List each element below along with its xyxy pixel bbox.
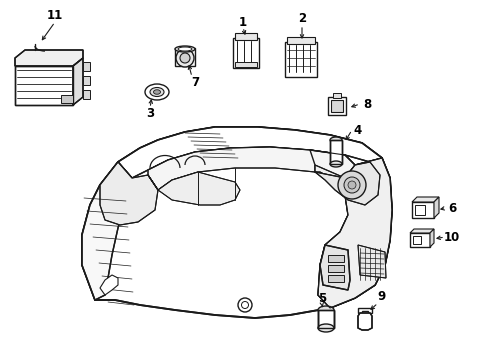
Circle shape bbox=[337, 171, 365, 199]
Bar bbox=[329, 140, 341, 164]
Circle shape bbox=[347, 181, 355, 189]
Bar bbox=[327, 255, 343, 262]
Bar bbox=[317, 310, 333, 328]
Bar bbox=[411, 202, 433, 218]
Polygon shape bbox=[15, 66, 73, 105]
Text: 11: 11 bbox=[47, 9, 63, 22]
Bar bbox=[285, 42, 316, 77]
Bar bbox=[327, 275, 343, 282]
Bar bbox=[83, 90, 90, 99]
Polygon shape bbox=[100, 275, 118, 295]
Polygon shape bbox=[309, 150, 391, 308]
Polygon shape bbox=[409, 229, 433, 233]
Polygon shape bbox=[73, 58, 83, 105]
Text: 3: 3 bbox=[145, 107, 154, 120]
Bar bbox=[83, 76, 90, 85]
Ellipse shape bbox=[317, 324, 333, 332]
Ellipse shape bbox=[175, 46, 195, 52]
Text: 9: 9 bbox=[377, 291, 386, 303]
Bar bbox=[327, 265, 343, 272]
Bar bbox=[412, 236, 420, 244]
Bar bbox=[235, 33, 257, 40]
Bar bbox=[175, 48, 195, 66]
Text: 7: 7 bbox=[190, 76, 199, 89]
Text: 4: 4 bbox=[353, 123, 362, 136]
Bar bbox=[317, 310, 333, 328]
Polygon shape bbox=[357, 245, 385, 278]
Polygon shape bbox=[411, 197, 438, 202]
Polygon shape bbox=[357, 313, 371, 330]
Polygon shape bbox=[15, 50, 83, 66]
Polygon shape bbox=[118, 127, 381, 178]
Bar bbox=[61, 95, 73, 103]
Bar bbox=[329, 140, 341, 164]
Polygon shape bbox=[82, 127, 391, 318]
Text: 8: 8 bbox=[362, 98, 370, 111]
Text: 10: 10 bbox=[443, 230, 459, 243]
Bar bbox=[414, 205, 424, 215]
Ellipse shape bbox=[317, 306, 333, 314]
Polygon shape bbox=[100, 162, 158, 225]
Bar bbox=[409, 233, 429, 247]
Bar bbox=[232, 38, 259, 68]
Polygon shape bbox=[314, 158, 391, 308]
Bar bbox=[330, 100, 342, 112]
Ellipse shape bbox=[329, 137, 341, 143]
Polygon shape bbox=[82, 162, 132, 300]
Bar bbox=[327, 97, 346, 115]
Text: 2: 2 bbox=[297, 12, 305, 24]
Ellipse shape bbox=[153, 90, 160, 94]
Text: 1: 1 bbox=[239, 15, 246, 28]
Text: 6: 6 bbox=[447, 202, 455, 215]
Polygon shape bbox=[319, 245, 349, 290]
Bar bbox=[235, 62, 257, 67]
Circle shape bbox=[176, 49, 194, 67]
Polygon shape bbox=[357, 308, 371, 313]
Polygon shape bbox=[148, 172, 240, 205]
Bar bbox=[286, 37, 314, 44]
Text: 5: 5 bbox=[317, 292, 325, 305]
Polygon shape bbox=[429, 229, 433, 247]
Circle shape bbox=[238, 298, 251, 312]
Ellipse shape bbox=[329, 161, 341, 167]
Ellipse shape bbox=[150, 87, 163, 96]
Polygon shape bbox=[148, 147, 354, 190]
Polygon shape bbox=[314, 162, 379, 205]
Polygon shape bbox=[433, 197, 438, 218]
Bar bbox=[332, 93, 340, 98]
Circle shape bbox=[180, 53, 190, 63]
Circle shape bbox=[343, 177, 359, 193]
Ellipse shape bbox=[145, 84, 169, 100]
Bar bbox=[83, 62, 90, 71]
